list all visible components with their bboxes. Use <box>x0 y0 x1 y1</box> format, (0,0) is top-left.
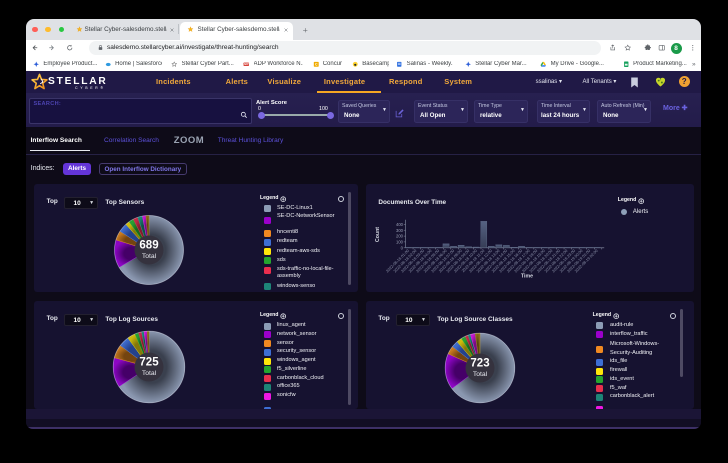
svg-text:Time: Time <box>521 274 533 280</box>
svg-text:723: 723 <box>471 357 490 369</box>
svg-text:C: C <box>314 62 317 66</box>
svg-text:689: 689 <box>139 239 158 251</box>
svg-text:Total: Total <box>473 371 488 378</box>
svg-text:0: 0 <box>401 246 404 251</box>
svg-text:400: 400 <box>396 222 404 227</box>
svg-text:Total: Total <box>142 370 157 377</box>
svg-text:ADP: ADP <box>244 63 249 66</box>
svg-text:Total: Total <box>142 253 157 260</box>
svg-text:725: 725 <box>139 356 159 368</box>
svg-text:100: 100 <box>396 240 404 245</box>
svg-text:200: 200 <box>396 234 404 239</box>
svg-text:Count: Count <box>375 227 381 242</box>
svg-text:300: 300 <box>396 228 404 233</box>
